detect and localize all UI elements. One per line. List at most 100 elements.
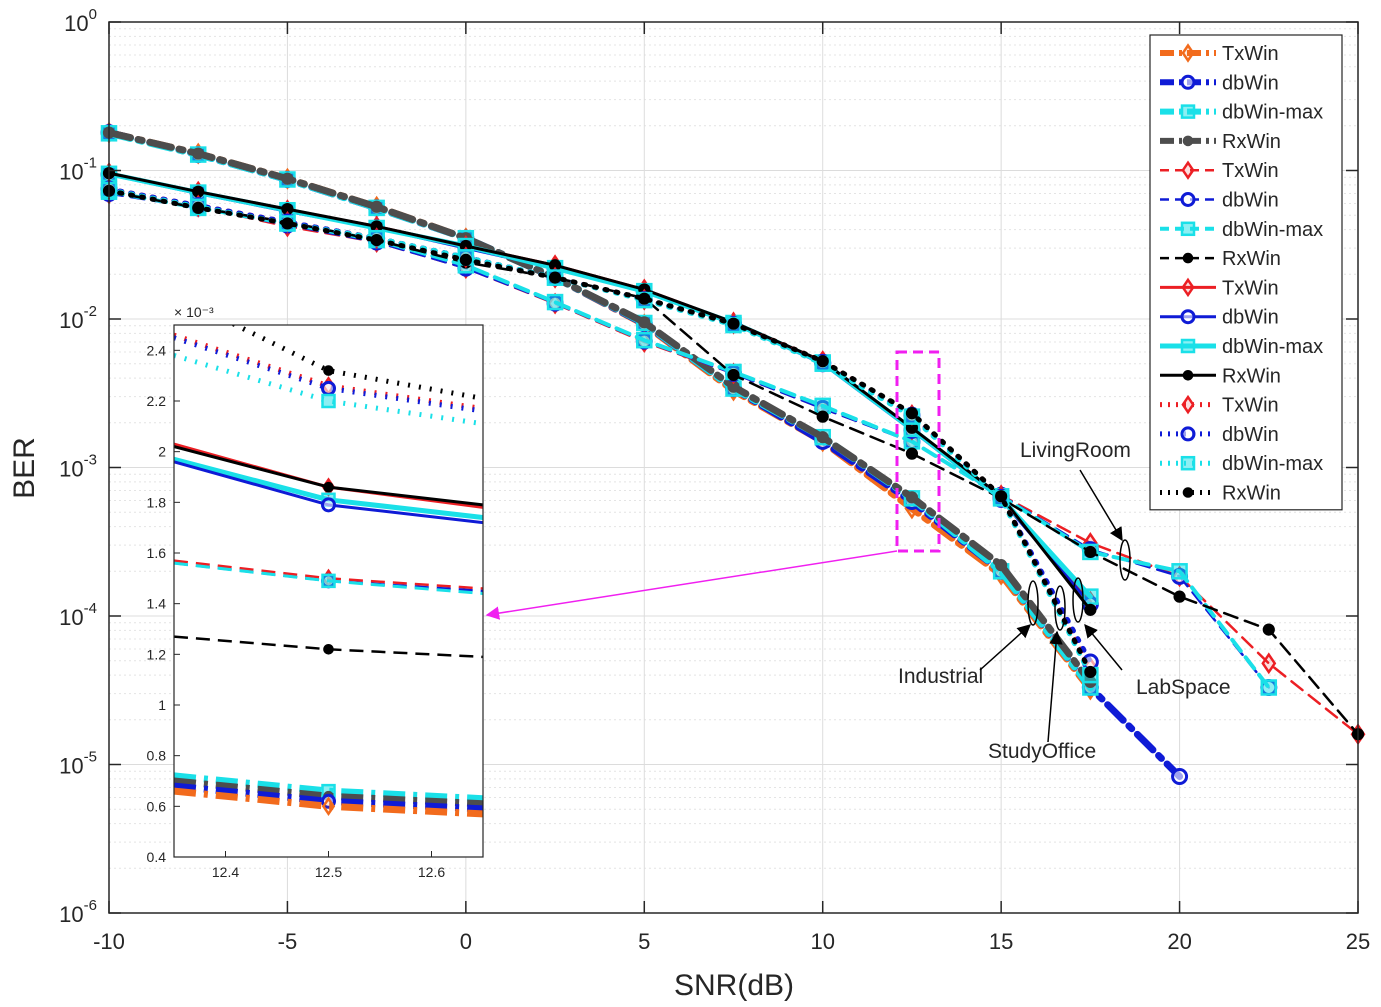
legend-label: dbWin-max — [1222, 219, 1323, 241]
y-tick-label: 10-3 — [59, 452, 97, 482]
legend-entry: RxWin — [1160, 483, 1281, 505]
legend-entry: dbWin-max — [1160, 102, 1323, 124]
inset-series-labspace-dbwin — [174, 460, 483, 525]
data-point — [638, 316, 651, 329]
data-point — [1173, 590, 1186, 603]
inset-x-tick-label: 12.6 — [418, 864, 445, 880]
data-point — [905, 407, 919, 420]
series-labspace-rxwin — [102, 167, 1097, 616]
y-tick-label: 100 — [64, 6, 97, 36]
inset-y-tick-label: 1.6 — [147, 545, 167, 561]
legend-marker — [1181, 43, 1195, 63]
x-tick-label: 20 — [1167, 929, 1191, 954]
inset-line — [174, 772, 483, 803]
inset-data-point — [321, 573, 336, 589]
data-point — [281, 172, 294, 185]
legend-label: dbWin-max — [1222, 102, 1323, 124]
legend-entry: dbWin-max — [1160, 453, 1323, 475]
zoom-inset: 12.4 12.5 12.6 0.4 0.6 0.8 1 1.2 1.4 1.6 1.8 2 2.2 2.… — [147, 304, 484, 880]
legend-entry: dbWin — [1160, 190, 1279, 212]
inset-background — [174, 325, 483, 857]
legend-label: dbWin — [1222, 307, 1279, 329]
legend-marker — [1180, 104, 1196, 119]
inset-exponent-label: × 10⁻³ — [174, 304, 214, 320]
data-point — [727, 317, 740, 330]
legend-label: TxWin — [1222, 395, 1279, 417]
legend-label: TxWin — [1222, 43, 1279, 65]
annotation-study-office: StudyOffice — [988, 740, 1096, 763]
zoom-region-box — [895, 350, 941, 553]
inset-line — [174, 777, 483, 808]
series-studyoffice-rxwin — [102, 184, 1097, 679]
inset-y-tick-label: 1.8 — [147, 494, 167, 510]
data-point — [816, 431, 829, 444]
inset-series — [174, 325, 483, 818]
annotation-industrial: Industrial — [898, 665, 983, 688]
series-line — [105, 129, 1094, 686]
data-point — [636, 331, 653, 349]
legend-entry: TxWin — [1160, 43, 1279, 65]
legend-marker — [1180, 192, 1196, 207]
annotation-lab-space: LabSpace — [1136, 676, 1231, 699]
data-point — [1084, 665, 1097, 679]
legend-label: TxWin — [1222, 160, 1279, 182]
legend-marker — [1180, 338, 1196, 354]
group-ellipse — [1054, 585, 1066, 631]
data-point — [1260, 679, 1278, 696]
legend-label: RxWin — [1222, 131, 1281, 153]
data-point — [905, 491, 919, 504]
legend-label: RxWin — [1222, 483, 1281, 505]
legend-marker — [1181, 160, 1195, 180]
data-point — [1262, 623, 1275, 636]
y-tick-label: 10-2 — [59, 303, 97, 333]
legend-marker — [1180, 455, 1196, 471]
legend-marker — [1182, 487, 1194, 498]
data-point — [1261, 652, 1277, 675]
y-tick-label: 10-4 — [59, 600, 97, 630]
legend-label: dbWin — [1222, 72, 1279, 94]
inset-series-labspace-rxwin — [174, 445, 483, 507]
inset-y-tick-label: 2.2 — [147, 393, 167, 409]
data-point — [638, 292, 651, 305]
legend-entry: TxWin — [1160, 277, 1279, 299]
legend-marker — [1180, 74, 1196, 90]
zoom-arrow — [485, 550, 898, 620]
annotation-arrow — [1079, 469, 1123, 542]
inset-line — [174, 353, 483, 427]
legend-marker — [1180, 426, 1196, 442]
annotation-arrow — [1047, 630, 1063, 743]
inset-line — [174, 782, 483, 813]
y-tick-label: 10-6 — [59, 897, 97, 927]
legend-entry: dbWin — [1160, 307, 1279, 329]
annotation-arrow — [1084, 623, 1123, 671]
inset-series-livingroom-dbwin-max — [174, 561, 483, 595]
series-line — [106, 188, 1093, 675]
y-tick-label: 10-1 — [59, 155, 97, 185]
group-ellipse — [1119, 539, 1131, 581]
inset-series-studyoffice-rxwin — [230, 325, 483, 401]
series-industrial-rxwin — [102, 126, 1097, 688]
annotation-arrow — [979, 624, 1032, 671]
legend-entry: TxWin — [1160, 395, 1279, 417]
x-tick-label: 10 — [810, 929, 834, 954]
group-ellipse — [1027, 580, 1039, 626]
x-tick-label: 5 — [638, 929, 650, 954]
data-point — [816, 410, 829, 423]
legend-marker — [1180, 309, 1196, 325]
inset-data-point — [323, 365, 334, 376]
data-point — [281, 217, 294, 230]
inset-series-livingroom-rxwin — [174, 635, 483, 659]
legend-entry: dbWin-max — [1160, 219, 1323, 241]
data-point — [995, 490, 1008, 503]
legend-label: TxWin — [1222, 277, 1279, 299]
inset-y-tick-label: 1.4 — [147, 596, 167, 612]
legend-entry: RxWin — [1160, 248, 1281, 270]
legend-marker — [1181, 277, 1195, 298]
series-line — [107, 171, 1092, 612]
data-point — [370, 233, 383, 247]
data-point — [905, 447, 919, 460]
data-point — [192, 201, 205, 214]
x-tick-label: 25 — [1346, 929, 1370, 954]
legend-marker — [1182, 370, 1194, 381]
